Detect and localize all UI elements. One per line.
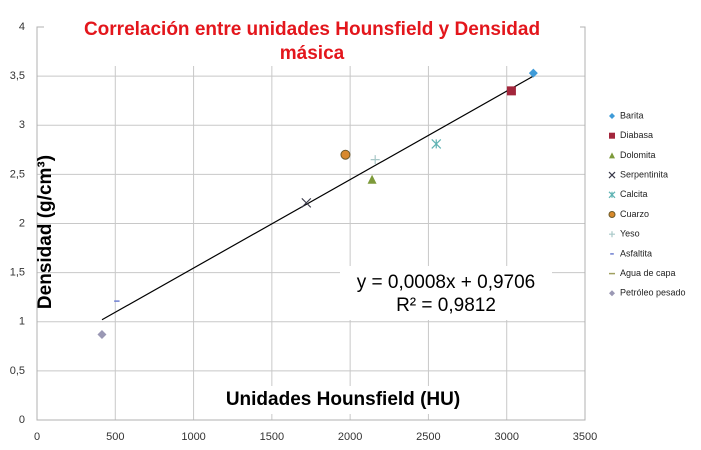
x-tick-label: 500 (106, 431, 124, 443)
legend-label: Petróleo pesado (620, 288, 686, 298)
y-tick-label: 3,5 (10, 70, 25, 82)
legend-marker (608, 211, 616, 218)
marker (370, 155, 380, 165)
x-tick-label: 3500 (573, 431, 597, 443)
marker (97, 330, 107, 340)
legend-marker (608, 191, 616, 199)
legend-marker (609, 231, 615, 238)
y-tick-label: 3 (19, 119, 25, 131)
marker (301, 197, 312, 208)
marker (431, 138, 442, 149)
trend-equation: y = 0,0008x + 0,9706 (357, 272, 536, 293)
title-box (44, 14, 580, 66)
chart-title: másica (280, 43, 345, 64)
legend-marker (609, 113, 615, 119)
legend-marker (609, 290, 615, 297)
legend-label: Cuarzo (620, 209, 649, 219)
legend-marker (609, 132, 615, 139)
y-tick-label: 1 (19, 316, 25, 328)
y-tick-label: 1,5 (10, 267, 25, 279)
y-tick-label: 2,5 (10, 168, 25, 180)
xlabel-box (205, 386, 483, 414)
y-tick-label: 4 (19, 21, 25, 33)
legend-label: Serpentinita (620, 169, 668, 179)
legend-label: Calcita (620, 189, 648, 199)
legend-label: Diabasa (620, 130, 653, 140)
legend-label: Agua de capa (620, 268, 676, 278)
y-axis-label: Densidad (g/cm³) (35, 155, 56, 309)
marker (340, 149, 351, 160)
marker (506, 86, 516, 96)
trend-r2: R² = 0,9812 (396, 295, 496, 316)
legend-marker (608, 171, 616, 179)
equation-box (340, 266, 552, 320)
trendline (101, 75, 534, 321)
x-tick-label: 1000 (181, 431, 205, 443)
x-axis-label: Unidades Hounsfield (HU) (226, 389, 460, 410)
legend-label: Dolomita (620, 150, 656, 160)
marker (528, 68, 538, 78)
y-tick-label: 0 (19, 414, 25, 426)
legend-label: Barita (620, 110, 644, 120)
x-tick-label: 3000 (494, 431, 518, 443)
legend-label: Asfaltita (620, 248, 652, 258)
legend-marker (609, 152, 615, 159)
x-tick-label: 2500 (416, 431, 440, 443)
x-tick-label: 2000 (338, 431, 362, 443)
y-tick-label: 2 (19, 217, 25, 229)
marker (367, 174, 377, 184)
chart-title: Correlación entre unidades Hounsfield y … (84, 19, 540, 40)
y-tick-label: 0,5 (10, 365, 25, 377)
x-tick-label: 0 (34, 431, 40, 443)
legend-label: Yeso (620, 229, 640, 239)
x-tick-label: 1500 (260, 431, 284, 443)
